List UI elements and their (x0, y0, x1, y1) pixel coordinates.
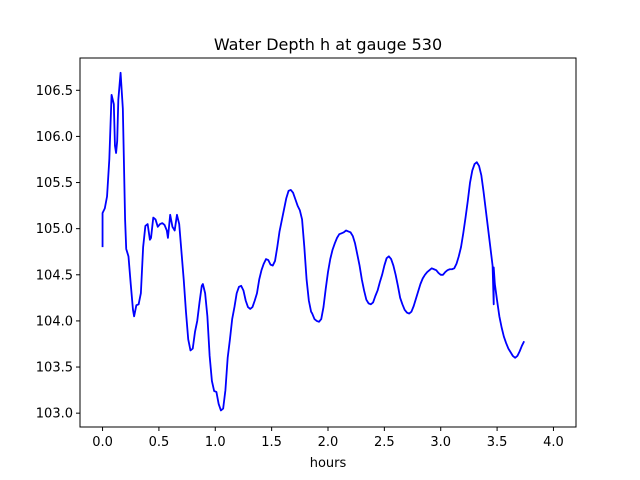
y-tick-label: 103.5 (36, 361, 73, 376)
x-tick-label: 3.5 (487, 435, 508, 450)
x-axis-ticks: 0.0 0.5 1.0 1.5 2.0 2.5 3.0 3.5 4.0 (92, 427, 564, 450)
chart-title: Water Depth h at gauge 530 (214, 35, 442, 54)
y-tick-label: 104.0 (36, 314, 73, 329)
plot-area (80, 58, 576, 427)
x-tick-label: 2.5 (374, 435, 395, 450)
y-axis-ticks: 103.0 103.5 104.0 104.5 105.0 105.5 106.0 106.5 (36, 84, 80, 422)
x-tick-label: 0.0 (92, 435, 113, 450)
x-tick-label: 2.0 (318, 435, 339, 450)
y-tick-label: 104.5 (36, 268, 73, 283)
x-axis-label: hours (310, 456, 347, 471)
x-tick-label: 1.5 (261, 435, 282, 450)
y-tick-label: 106.0 (36, 130, 73, 145)
x-tick-label: 0.5 (149, 435, 170, 450)
x-tick-label: 4.0 (543, 435, 564, 450)
x-tick-label: 3.0 (430, 435, 451, 450)
x-tick-label: 1.0 (205, 435, 226, 450)
y-tick-label: 105.0 (36, 222, 73, 237)
y-tick-label: 105.5 (36, 176, 73, 191)
y-tick-label: 103.0 (36, 407, 73, 422)
series-layer (101, 71, 525, 412)
series-line-0 (101, 71, 525, 412)
y-tick-label: 106.5 (36, 84, 73, 99)
plot-frame (79, 57, 577, 428)
